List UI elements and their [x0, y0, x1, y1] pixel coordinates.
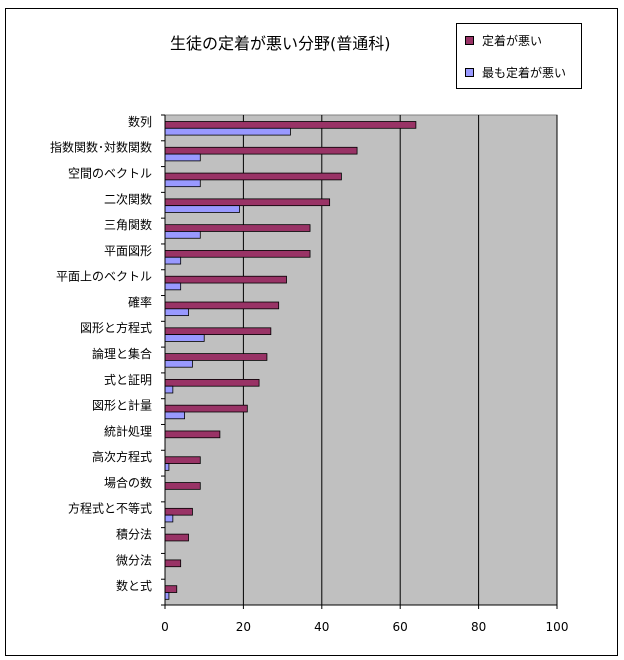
x-tick-label: 100 [546, 620, 569, 634]
category-label: 数列 [128, 114, 152, 129]
legend: 定着が悪い 最も定着が悪い [456, 23, 582, 89]
category-label: 積分法 [116, 527, 152, 542]
bar-mottomo-teichaku-gawarui [164, 308, 189, 317]
bar-mottomo-teichaku-gawarui [164, 334, 205, 342]
bar-teichaku-gawarui [164, 146, 358, 155]
bar-teichaku-gawarui [164, 430, 221, 439]
bar-mottomo-teichaku-gawarui [164, 360, 193, 368]
bar-teichaku-gawarui [164, 456, 201, 464]
legend-label-series-2: 最も定着が悪い [482, 66, 567, 80]
bar-mottomo-teichaku-gawarui [164, 256, 182, 265]
bar-mottomo-teichaku-gawarui [164, 231, 201, 239]
legend-item-series-2: 最も定着が悪い [465, 64, 566, 81]
bar-teichaku-gawarui [164, 275, 287, 284]
bar-teichaku-gawarui [164, 507, 193, 516]
category-label: 空間のベクトル [68, 166, 152, 180]
bar-teichaku-gawarui [164, 250, 311, 258]
chart-title: 生徒の定着が悪い分野(普通科) [170, 34, 391, 53]
bar-mottomo-teichaku-gawarui [164, 514, 174, 523]
category-label: 指数関数･対数関数 [50, 140, 152, 155]
bar-mottomo-teichaku-gawarui [164, 463, 170, 471]
category-label: 高次方程式 [92, 449, 152, 464]
x-tick-label: 0 [161, 620, 169, 634]
bar-mottomo-teichaku-gawarui [164, 282, 182, 291]
category-label: 平面図形 [104, 244, 152, 258]
legend-item-series-1: 定着が悪い [465, 32, 542, 49]
category-label: 方程式と不等式 [68, 501, 152, 516]
bar-teichaku-gawarui [164, 198, 331, 207]
bar-teichaku-gawarui [164, 585, 178, 593]
legend-swatch-series-1 [465, 36, 474, 45]
bar-teichaku-gawarui [164, 327, 272, 336]
x-tick-label: 20 [236, 620, 251, 634]
bar-teichaku-gawarui [164, 224, 311, 232]
category-label: 平面上のベクトル [56, 270, 152, 284]
bar-teichaku-gawarui [164, 404, 248, 413]
category-label: 二次関数 [104, 191, 152, 206]
category-label: 数と式 [116, 578, 152, 593]
category-label: 三角関数 [104, 217, 152, 232]
bar-teichaku-gawarui [164, 121, 417, 129]
bar-teichaku-gawarui [164, 482, 201, 490]
bar-teichaku-gawarui [164, 301, 280, 310]
x-tick-label: 80 [471, 620, 486, 634]
x-tick-label: 40 [314, 620, 329, 634]
bar-teichaku-gawarui [164, 559, 182, 568]
bar-mottomo-teichaku-gawarui [164, 179, 201, 188]
category-label: 論理と集合 [92, 346, 152, 361]
bar-mottomo-teichaku-gawarui [164, 127, 291, 136]
bar-mottomo-teichaku-gawarui [164, 153, 201, 162]
category-label: 確率 [128, 294, 152, 309]
x-tick-label: 60 [393, 620, 408, 634]
legend-label-series-1: 定着が悪い [482, 34, 543, 48]
legend-swatch-series-2 [465, 68, 474, 77]
category-label: 微分法 [116, 553, 152, 567]
bar-mottomo-teichaku-gawarui [164, 592, 170, 600]
bar-mottomo-teichaku-gawarui [164, 411, 186, 420]
category-label: 図形と方程式 [80, 320, 152, 335]
bar-teichaku-gawarui [164, 172, 342, 181]
category-label: 統計処理 [104, 423, 152, 438]
bar-mottomo-teichaku-gawarui [164, 385, 174, 394]
bar-teichaku-gawarui [164, 353, 268, 361]
category-label: 図形と計量 [92, 398, 152, 413]
category-label: 場合の数 [104, 475, 152, 490]
bar-teichaku-gawarui [164, 533, 189, 542]
bar-mottomo-teichaku-gawarui [164, 205, 240, 213]
bar-teichaku-gawarui [164, 378, 260, 387]
category-label: 式と証明 [104, 373, 152, 387]
